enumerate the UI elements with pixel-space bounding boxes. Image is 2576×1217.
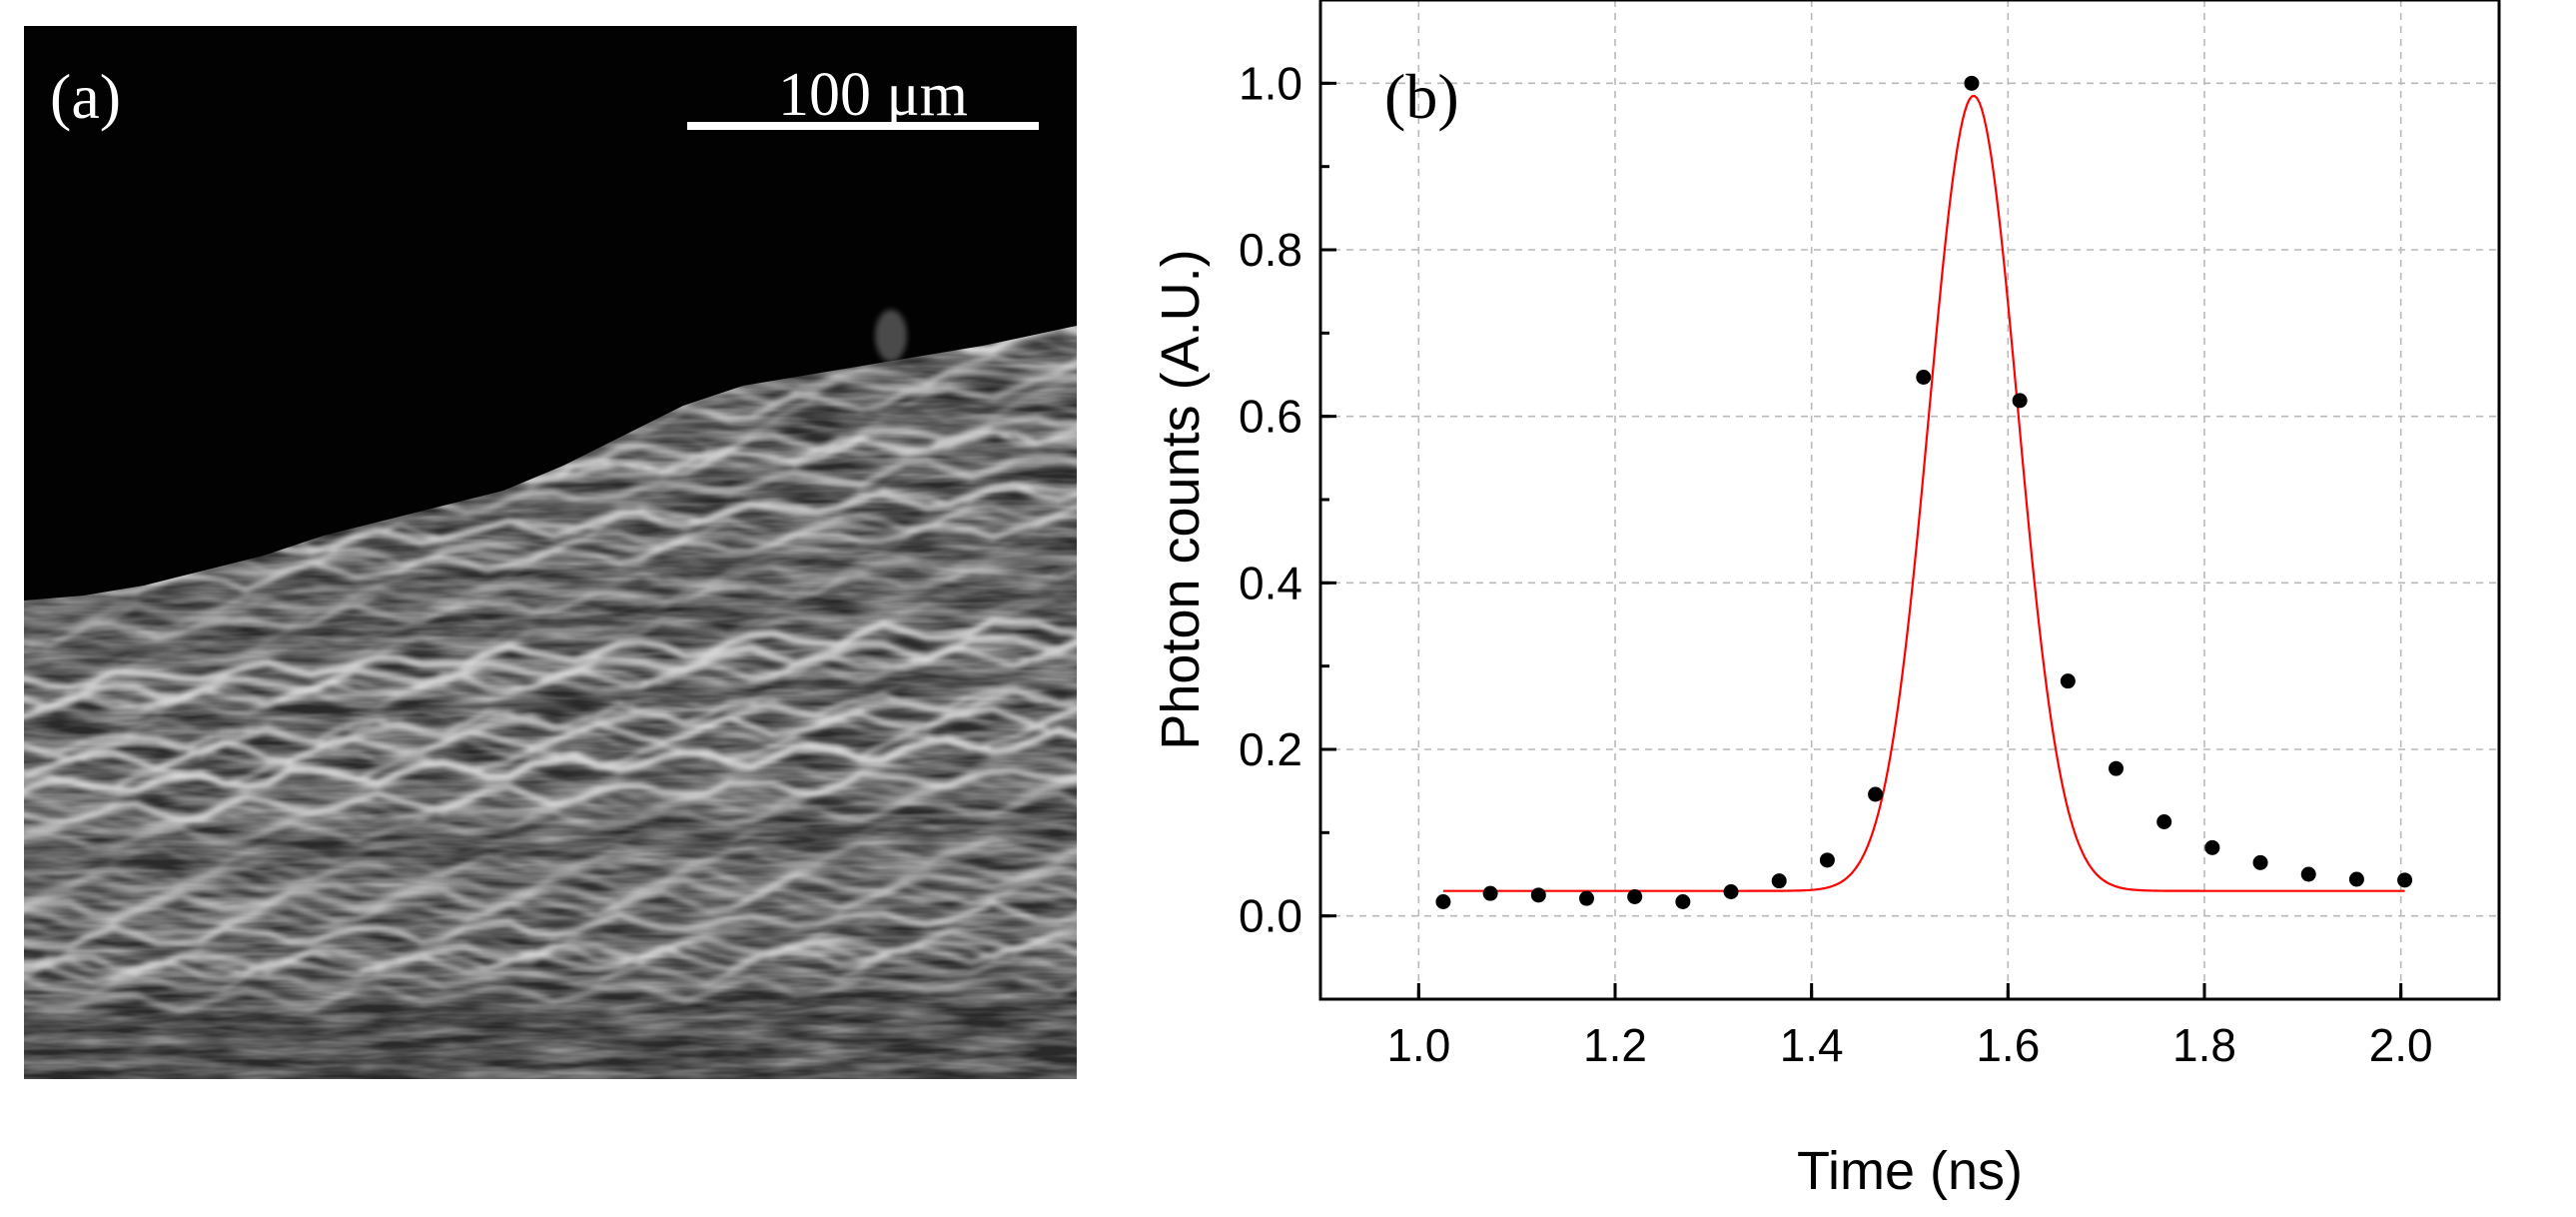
data-point	[1819, 852, 1835, 868]
axis-ticks	[1320, 0, 2403, 1001]
data-point	[2156, 814, 2172, 829]
x-tick-label: 2.0	[2369, 1019, 2433, 1071]
y-tick-labels: 0.0 0.2 0.4 0.6 0.8 1.0	[1239, 57, 1302, 941]
y-tick-label: 0.6	[1239, 391, 1302, 443]
data-point	[1868, 786, 1884, 802]
y-tick-label: 1.0	[1239, 57, 1302, 109]
data-point	[1627, 889, 1643, 904]
y-axis-label: Photon counts (A.U.)	[1151, 249, 1211, 749]
x-tick-label: 1.0	[1386, 1019, 1450, 1071]
data-point	[2204, 839, 2220, 855]
data-point	[2060, 673, 2076, 689]
x-tick-label: 1.4	[1780, 1019, 1844, 1071]
data-point	[1675, 894, 1691, 909]
data-point	[2348, 871, 2364, 887]
data-point	[1964, 75, 1980, 91]
fiber-texture-image	[24, 26, 1077, 1079]
y-tick-label: 0.2	[1239, 723, 1302, 775]
x-tick-label: 1.8	[2172, 1019, 2236, 1071]
x-tick-label: 1.6	[1976, 1019, 2040, 1071]
data-point	[1435, 894, 1451, 909]
data-point	[2397, 872, 2413, 888]
microscopy-image-panel: (a) 100 μm	[24, 26, 1077, 1079]
data-point	[2012, 393, 2028, 409]
y-tick-label: 0.4	[1239, 557, 1302, 608]
panel-label-b: (b)	[1384, 61, 1459, 132]
data-point	[1723, 884, 1739, 899]
data-point	[1916, 370, 1932, 385]
data-point	[1771, 873, 1787, 889]
scale-bar	[687, 122, 1039, 130]
x-tick-labels: 1.0 1.2 1.4 1.6 1.8 2.0	[1386, 1019, 2432, 1071]
data-point	[2109, 760, 2124, 776]
data-point	[1482, 885, 1498, 901]
scale-bar-label: 100 μm	[778, 61, 968, 129]
gaussian-fit-line	[1442, 94, 2405, 892]
data-point	[2252, 854, 2268, 870]
plot-frame	[1318, 0, 2501, 1001]
photon-counts-chart: 1.0 1.2 1.4 1.6 1.8 2.0 0.0 0.2 0.4 0.6 0.8 1.0 (b…	[1151, 0, 2501, 1201]
data-points	[1435, 75, 2413, 909]
grid	[1320, 0, 2499, 999]
panel-label-a: (a)	[50, 61, 122, 132]
y-tick-label: 0.8	[1239, 224, 1302, 276]
x-axis-label: Time (ns)	[1797, 1141, 2023, 1201]
data-point	[2300, 866, 2316, 882]
y-tick-label: 0.0	[1239, 890, 1302, 942]
data-point	[1578, 890, 1594, 906]
data-point	[1530, 887, 1546, 903]
x-tick-label: 1.2	[1583, 1019, 1647, 1071]
